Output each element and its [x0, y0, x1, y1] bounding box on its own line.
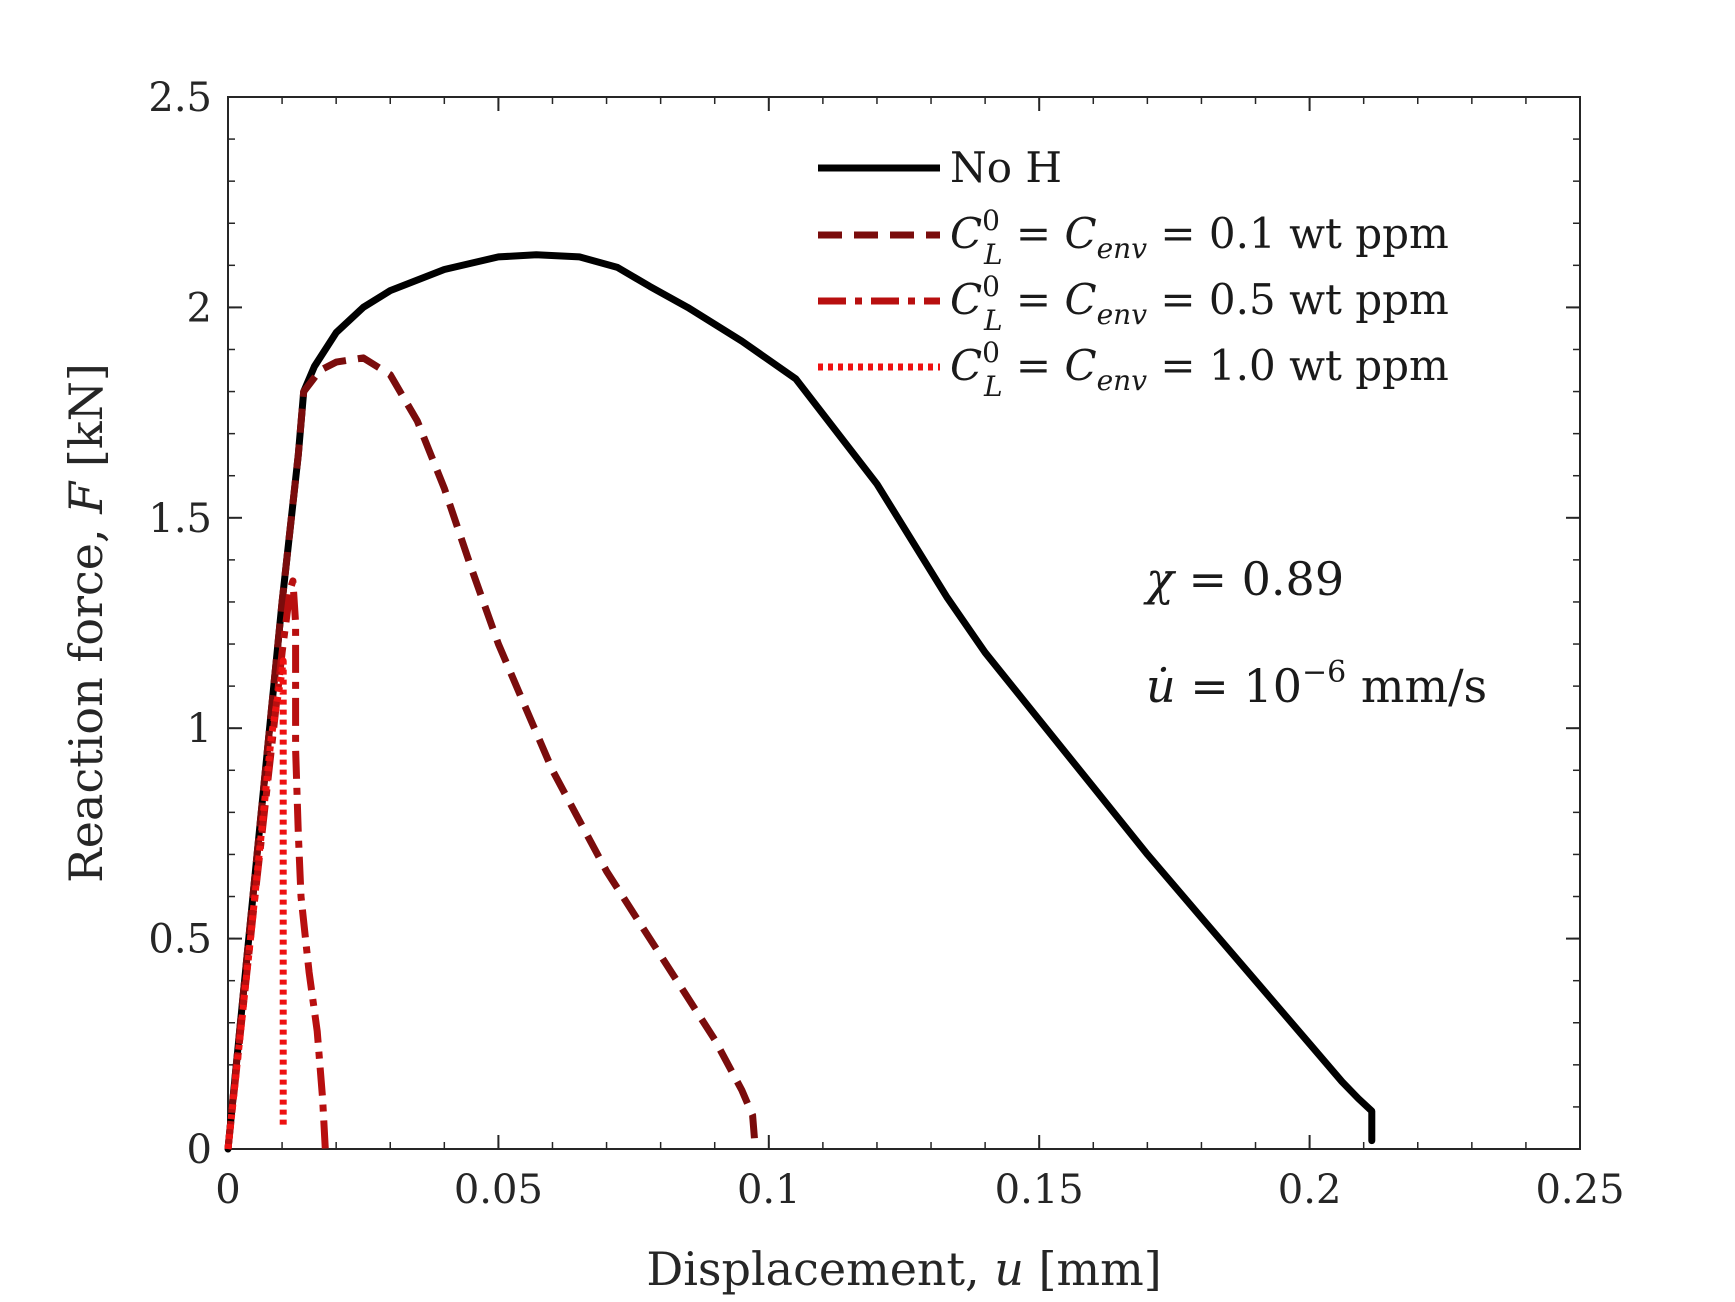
legend: No H C0 L = Cenv = 0.1 wt ppm C0 L = Cenv …	[818, 143, 1449, 403]
y-tick-label: 1.5	[148, 496, 212, 542]
y-tick-label: 2.5	[148, 75, 212, 121]
x-tick-label: 0.15	[995, 1167, 1084, 1213]
y-tick-label: 0.5	[148, 917, 212, 963]
y-tick-label: 2	[187, 285, 212, 331]
x-tick-label: 0.25	[1535, 1167, 1624, 1213]
x-tick-label: 0	[215, 1167, 240, 1213]
legend-label-1-0-ppm: C0 L = Cenv = 1.0 wt ppm	[950, 336, 1449, 403]
legend-label-0-5-ppm: C0 L = Cenv = 0.5 wt ppm	[950, 270, 1449, 337]
y-axis-title: Reaction force, F [kN]	[59, 363, 113, 883]
plot-area	[227, 96, 1581, 1150]
series-line-cl0-cenv-0-5-wt-ppm	[224, 577, 329, 1150]
annotation-rate: u̇ = 10−6 mm/s	[1146, 655, 1487, 713]
series-line-cl0-cenv-1-0-wt-ppm	[224, 657, 287, 1150]
annotation-chi: χ = 0.89	[1143, 552, 1344, 606]
axis-ticks	[227, 96, 1581, 1150]
series-layer	[224, 251, 1376, 1153]
tick-labels: 0 0.05 0.1 0.15 0.2 0.25 0 0.5 1 1.5 2 2.5	[148, 75, 1624, 1213]
series-line-no-h	[224, 251, 1376, 1153]
x-tick-label: 0.2	[1278, 1167, 1342, 1213]
legend-label-no-h: No H	[950, 143, 1062, 192]
series-line-cl0-cenv-0-1-wt-ppm	[224, 354, 759, 1150]
legend-label-0-1-ppm: C0 L = Cenv = 0.1 wt ppm	[950, 204, 1449, 271]
x-tick-label: 0.1	[737, 1167, 801, 1213]
x-axis-title: Displacement, u [mm]	[646, 1242, 1161, 1296]
y-tick-label: 1	[187, 706, 212, 752]
y-tick-label: 0	[187, 1127, 212, 1173]
x-tick-label: 0.05	[454, 1167, 543, 1213]
